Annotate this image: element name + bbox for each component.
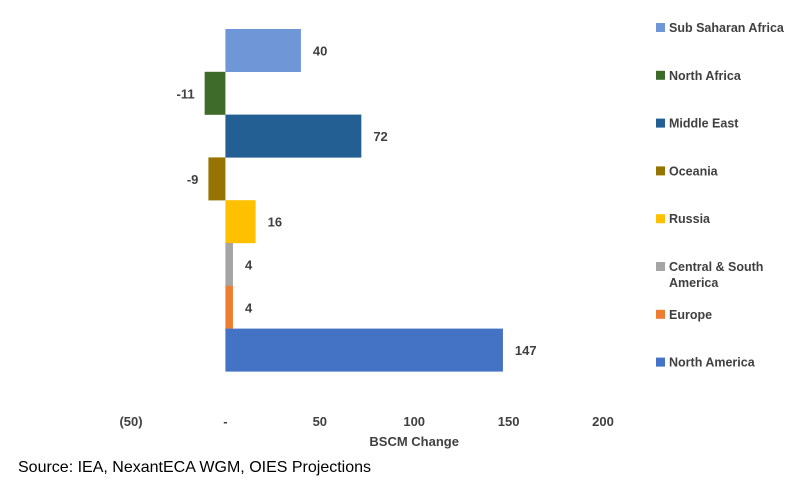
data-label: 40 [313,44,327,59]
data-label: 4 [245,300,253,315]
legend-label: North America [669,356,756,370]
x-tick-label: (50) [119,414,142,429]
data-label: -9 [187,172,199,187]
legend-swatch [656,70,665,80]
bar-north-america [225,328,503,372]
legend-swatch [656,23,665,32]
bar-north-africa [204,71,226,115]
bar-russia [225,200,256,244]
bar-oceania [208,157,226,201]
data-label: -11 [177,86,195,101]
x-tick-label: 50 [313,414,327,429]
legend-label: Oceania [669,164,719,178]
legend-label: Central & South [669,260,763,274]
legend-label: Russia [669,212,711,226]
bar-middle-east [225,114,362,158]
legend-label: America [669,276,719,290]
legend-label: North Africa [669,69,742,83]
legend-swatch [656,118,665,128]
data-label: 72 [373,129,387,144]
x-axis-ticks: (50) - 50 100 150 200 [119,414,613,429]
legend-label: Middle East [669,117,739,131]
x-tick-label: 100 [403,414,425,429]
bar-sub-saharan-africa [225,29,301,72]
bar-central-south-america [225,243,233,286]
legend-swatch [656,357,665,367]
value-labels-group: 40 -11 72 -9 16 4 4 147 [177,44,537,359]
data-label: 16 [268,215,282,230]
legend-swatch [656,262,665,271]
data-label: 147 [515,343,537,358]
legend-label: Sub Saharan Africa [669,21,785,35]
legend-swatch [656,166,665,176]
legend: Sub Saharan Africa North Africa Middle Eas… [656,21,785,370]
bars-group [204,29,503,372]
data-label: 4 [245,258,253,273]
bar-europe [225,285,233,329]
x-tick-label: 200 [592,414,614,429]
legend-label: Europe [669,308,712,322]
source-note: Source: IEA, NexantECA WGM, OIES Project… [18,459,372,476]
x-tick-label: 150 [498,414,520,429]
legend-swatch [656,309,665,319]
x-axis-label: BSCM Change [369,434,459,449]
legend-swatch [656,214,665,224]
x-tick-label: - [223,414,227,429]
